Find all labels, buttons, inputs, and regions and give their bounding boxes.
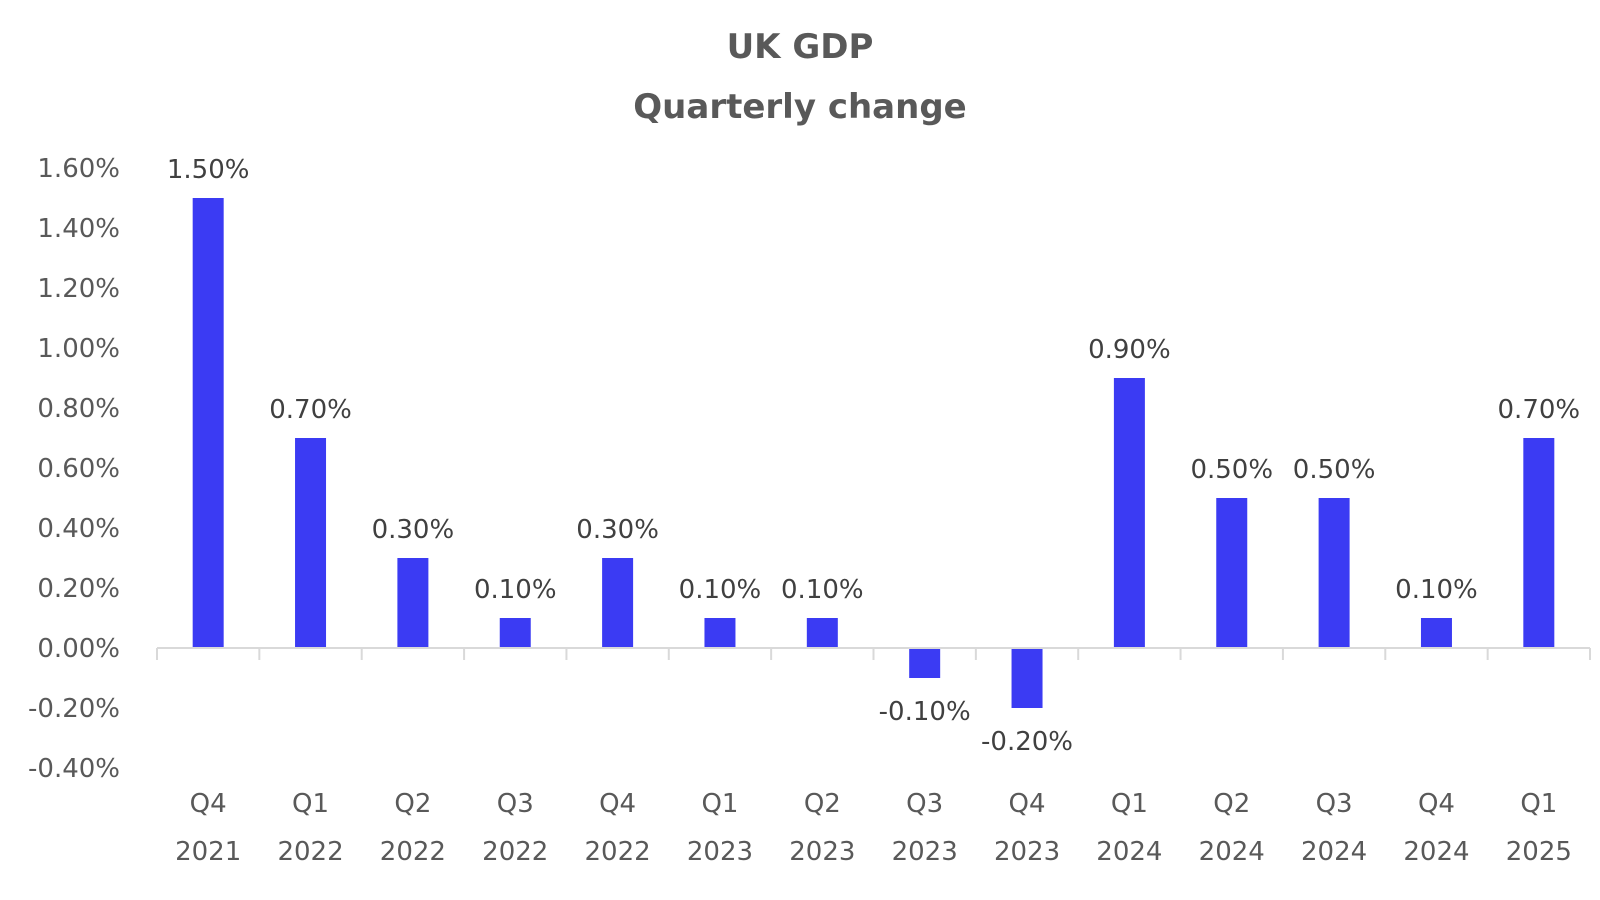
x-tick-label-year: 2024: [1199, 837, 1265, 867]
x-tick-label-quarter: Q1: [701, 789, 738, 819]
x-tick-label-year: 2024: [1301, 837, 1367, 867]
x-tick-label-year: 2023: [687, 837, 753, 867]
bar: [909, 648, 941, 678]
y-tick-label: 1.00%: [37, 334, 120, 364]
data-label: 0.30%: [372, 515, 455, 545]
y-tick-label: 1.60%: [37, 154, 120, 184]
x-tick-label-quarter: Q3: [1316, 789, 1353, 819]
data-label: 0.50%: [1190, 455, 1273, 485]
chart-subtitle: Quarterly change: [633, 87, 966, 127]
x-tick-label-year: 2023: [994, 837, 1060, 867]
y-tick-label: 1.40%: [37, 214, 120, 244]
y-axis: 1.60% 1.40% 1.20% 1.00% 0.80% 0.60% 0.40% 0.20%…: [28, 154, 120, 784]
x-tick-label-year: 2022: [585, 837, 651, 867]
x-tick-label-quarter: Q1: [292, 789, 329, 819]
y-tick-label: 0.00%: [37, 634, 120, 664]
bar: [704, 618, 736, 648]
x-tick-label-year: 2024: [1096, 837, 1162, 867]
data-label: -0.10%: [879, 697, 971, 727]
x-tick-label-year: 2023: [789, 837, 855, 867]
x-tick-label-quarter: Q2: [804, 789, 841, 819]
data-label: 0.10%: [781, 575, 864, 605]
y-tick-label: 0.20%: [37, 574, 120, 604]
bar: [192, 198, 224, 648]
y-tick-label: 0.40%: [37, 514, 120, 544]
y-tick-label: -0.20%: [28, 694, 120, 724]
bar: [295, 438, 327, 648]
y-tick-label: 0.60%: [37, 454, 120, 484]
data-label: 0.90%: [1088, 335, 1171, 365]
x-tick-label-year: 2022: [380, 837, 446, 867]
x-tick-label-quarter: Q4: [190, 789, 227, 819]
x-tick-label-year: 2021: [175, 837, 241, 867]
data-label: 0.70%: [1498, 395, 1581, 425]
x-tick-label-quarter: Q4: [599, 789, 636, 819]
data-label: 1.50%: [167, 155, 250, 185]
bars-group: [192, 198, 1555, 708]
bar: [602, 558, 634, 648]
bar: [1523, 438, 1555, 648]
x-tick-label-quarter: Q4: [1418, 789, 1455, 819]
y-tick-label: 0.80%: [37, 394, 120, 424]
data-label: 0.30%: [576, 515, 659, 545]
x-tick-label-year: 2022: [277, 837, 343, 867]
y-tick-label: -0.40%: [28, 754, 120, 784]
x-tick-label-year: 2025: [1506, 837, 1572, 867]
bar: [1318, 498, 1350, 648]
bar: [1113, 378, 1145, 648]
bar: [499, 618, 531, 648]
x-tick-label-year: 2023: [892, 837, 958, 867]
data-label: 0.10%: [1395, 575, 1478, 605]
bar: [1420, 618, 1452, 648]
bar: [1011, 648, 1043, 708]
data-label: 0.10%: [679, 575, 762, 605]
x-tick-label-quarter: Q1: [1111, 789, 1148, 819]
x-tick-label-quarter: Q1: [1520, 789, 1557, 819]
data-label: 0.70%: [269, 395, 352, 425]
x-tick-label-quarter: Q4: [1009, 789, 1046, 819]
data-label: 0.50%: [1293, 455, 1376, 485]
bar: [397, 558, 429, 648]
bar: [1216, 498, 1248, 648]
bar: [806, 618, 838, 648]
x-tick-label-quarter: Q3: [497, 789, 534, 819]
x-tick-label-quarter: Q2: [394, 789, 431, 819]
x-tick-label-quarter: Q3: [906, 789, 943, 819]
y-tick-label: 1.20%: [37, 274, 120, 304]
data-label: 0.10%: [474, 575, 557, 605]
data-label: -0.20%: [981, 727, 1073, 757]
data-labels-group: 1.50% 0.70% 0.30% 0.10% 0.30% 0.10% 0.10% -0.10…: [167, 155, 1580, 757]
x-axis: Q4 2021 Q1 2022 Q2 2022 Q3 2022 Q4 2022 Q1 2023 Q2 20…: [156, 647, 1591, 867]
x-tick-label-quarter: Q2: [1213, 789, 1250, 819]
x-tick-label-year: 2022: [482, 837, 548, 867]
chart-title: UK GDP: [727, 27, 874, 67]
x-tick-label-year: 2024: [1403, 837, 1469, 867]
